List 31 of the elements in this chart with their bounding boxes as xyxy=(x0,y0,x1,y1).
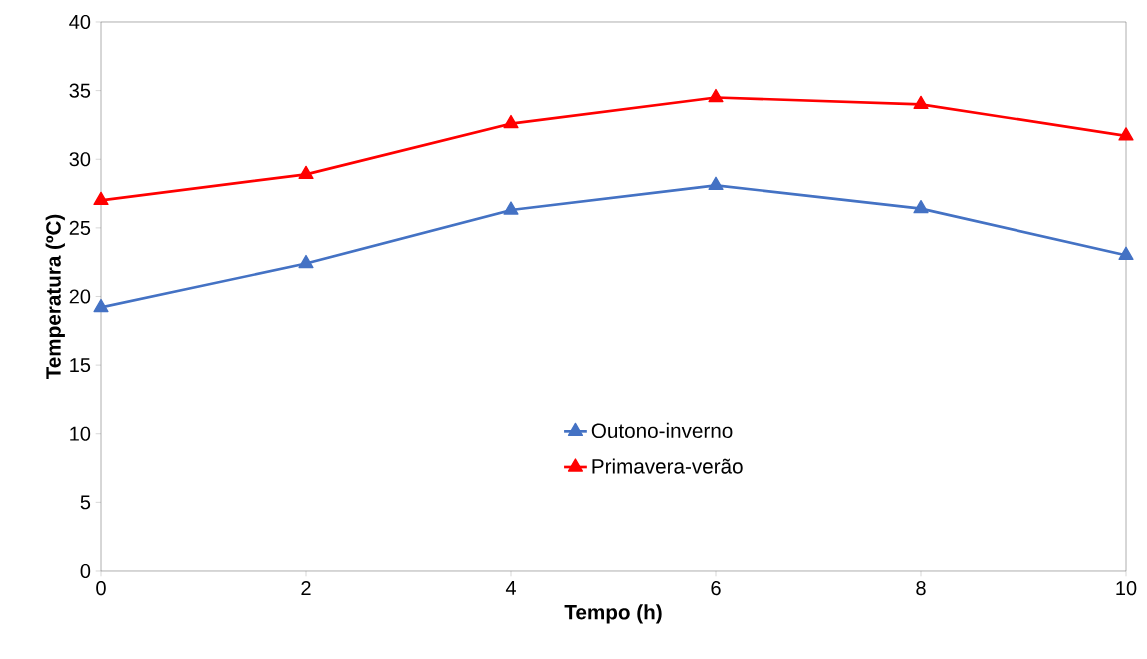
point xyxy=(1118,246,1134,260)
y-tick-label: 15 xyxy=(70,358,91,373)
point xyxy=(708,88,724,103)
y-axis-title: Temperatura (ºC) xyxy=(45,214,65,380)
x-tick-label: 6 xyxy=(711,581,721,596)
y-tick-label: 5 xyxy=(80,495,91,510)
point xyxy=(93,191,109,206)
x-tick-label: 2 xyxy=(301,581,311,595)
legend-label: Outono-inverno xyxy=(591,422,733,439)
x-tick-label: 0 xyxy=(96,581,106,596)
point xyxy=(708,176,724,190)
point xyxy=(913,199,929,214)
x-tick-label: 4 xyxy=(505,581,516,595)
x-axis-title: Tempo (h) xyxy=(564,604,662,624)
point xyxy=(503,201,519,215)
point xyxy=(93,298,109,313)
y-tick-label: 20 xyxy=(69,289,91,304)
y-tick-label: 35 xyxy=(69,83,91,98)
point xyxy=(298,165,314,180)
y-tick-label: 0 xyxy=(80,563,91,579)
point xyxy=(503,114,519,129)
x-tick-label: 10 xyxy=(1116,581,1137,596)
point xyxy=(298,254,314,269)
legend-label: Primavera-verão xyxy=(592,458,743,474)
y-tick-label: 40 xyxy=(69,14,91,30)
y-tick-label: 25 xyxy=(69,220,91,235)
point xyxy=(913,95,929,110)
y-tick-label: 30 xyxy=(69,152,91,167)
x-tick-label: 8 xyxy=(916,581,926,596)
point xyxy=(1118,127,1134,141)
y-tick-label: 10 xyxy=(70,426,91,441)
